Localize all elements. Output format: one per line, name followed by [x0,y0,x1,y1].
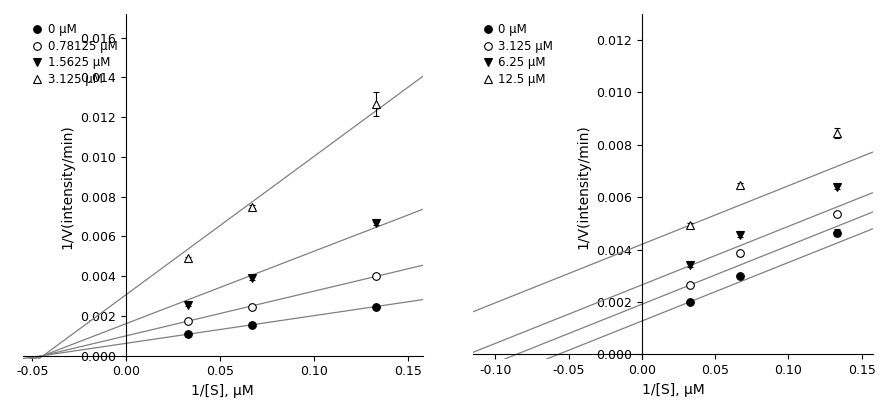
6.25 μM [735,233,746,238]
3.125 μM [685,282,696,287]
0 μM [685,300,696,304]
Line: 0 μM: 0 μM [184,303,380,337]
0 μM [831,230,842,235]
3.125 μM [183,256,194,261]
Legend: 0 μM, 0.78125 μM, 1.5625 μM, 3.125 μM: 0 μM, 0.78125 μM, 1.5625 μM, 3.125 μM [29,20,120,89]
Line: 3.125 μM: 3.125 μM [687,211,840,289]
12.5 μM [685,222,696,227]
Line: 3.125 μM: 3.125 μM [184,101,380,262]
0 μM [246,322,257,327]
X-axis label: 1/[S], μM: 1/[S], μM [192,384,254,398]
0 μM [735,273,746,278]
1.5625 μM [183,302,194,307]
6.25 μM [685,263,696,268]
Line: 12.5 μM: 12.5 μM [687,129,840,229]
3.125 μM [735,251,746,256]
12.5 μM [735,183,746,188]
X-axis label: 1/[S], μM: 1/[S], μM [642,382,705,396]
0.78125 μM [183,318,194,323]
Y-axis label: 1/V(intensity/min): 1/V(intensity/min) [576,124,591,249]
0.78125 μM [370,274,381,279]
1.5625 μM [370,221,381,226]
3.125 μM [370,102,381,107]
1.5625 μM [246,276,257,281]
Legend: 0 μM, 3.125 μM, 6.25 μM, 12.5 μM: 0 μM, 3.125 μM, 6.25 μM, 12.5 μM [479,20,557,89]
0 μM [183,331,194,336]
3.125 μM [246,204,257,209]
Y-axis label: 1/V(intensity/min): 1/V(intensity/min) [61,124,75,249]
0.78125 μM [246,304,257,309]
Line: 6.25 μM: 6.25 μM [687,183,840,269]
12.5 μM [831,131,842,136]
0 μM [370,304,381,309]
Line: 0.78125 μM: 0.78125 μM [184,272,380,325]
6.25 μM [831,184,842,189]
Line: 0 μM: 0 μM [687,229,840,306]
3.125 μM [831,212,842,217]
Line: 1.5625 μM: 1.5625 μM [184,220,380,309]
